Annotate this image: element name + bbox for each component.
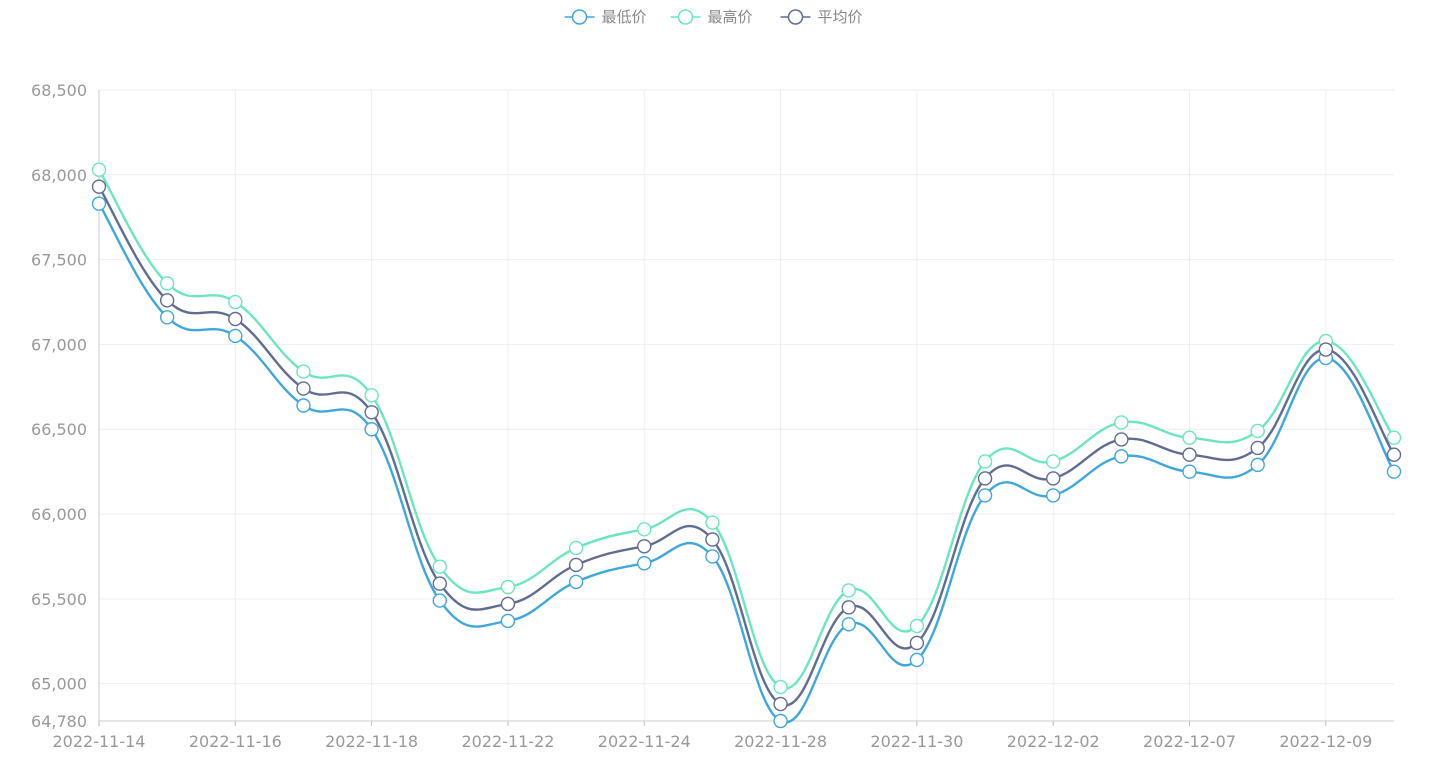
data-point[interactable] [1386, 464, 1402, 479]
data-point[interactable] [909, 635, 925, 651]
series-line [97, 203, 1396, 724]
data-point[interactable] [364, 388, 379, 403]
series-layer [91, 162, 1402, 729]
data-point[interactable] [1182, 447, 1197, 462]
data-point[interactable] [159, 276, 175, 291]
data-point[interactable] [637, 522, 652, 537]
series-line [97, 169, 1395, 690]
data-point[interactable] [1386, 430, 1402, 445]
legend-marker [787, 9, 804, 25]
data-point[interactable] [841, 583, 856, 598]
y-tick-label: 66,000 [31, 505, 87, 524]
x-tick-label: 2022-11-24 [598, 732, 691, 751]
legend-marker [677, 9, 694, 25]
y-tick-label: 68,000 [31, 166, 87, 185]
data-point[interactable] [977, 454, 993, 469]
data-point[interactable] [500, 613, 516, 629]
data-point[interactable] [568, 557, 584, 573]
y-tick-label: 64,780 [31, 712, 87, 731]
y-tick-label: 67,000 [31, 335, 87, 354]
data-point[interactable] [977, 488, 993, 503]
data-point[interactable] [432, 559, 447, 574]
y-tick-label: 66,500 [31, 420, 87, 439]
data-point[interactable] [1114, 449, 1129, 464]
data-point[interactable] [705, 549, 720, 564]
x-tick-label: 2022-11-18 [325, 732, 418, 751]
y-tick-label: 65,000 [31, 675, 87, 694]
data-point[interactable] [705, 532, 720, 547]
data-point[interactable] [296, 398, 311, 413]
x-tick-label: 2022-11-22 [461, 732, 554, 751]
series-line [97, 186, 1396, 707]
data-point[interactable] [1114, 432, 1129, 447]
data-point[interactable] [91, 179, 107, 194]
data-point[interactable] [909, 652, 925, 668]
legend-label: 平均价 [818, 8, 863, 26]
data-point[interactable] [773, 679, 788, 695]
data-point[interactable] [1250, 423, 1265, 439]
data-point[interactable] [500, 579, 516, 595]
data-point[interactable] [364, 405, 379, 420]
data-point[interactable] [841, 600, 856, 615]
data-point[interactable] [1046, 471, 1061, 486]
data-point[interactable] [91, 196, 107, 211]
y-tick-label: 67,500 [31, 251, 87, 270]
data-point[interactable] [91, 162, 107, 177]
data-point[interactable] [1250, 440, 1265, 456]
data-point[interactable] [1318, 342, 1334, 357]
x-tick-label: 2022-12-02 [1007, 732, 1100, 751]
x-tick-label: 2022-11-16 [189, 732, 282, 751]
series-3 [91, 179, 1402, 712]
axes: 64,780 65,000 65,500 66,000 66,500 67,000 67,5… [31, 81, 1394, 751]
x-tick-label: 2022-12-07 [1143, 732, 1236, 751]
data-point[interactable] [705, 515, 720, 530]
data-point[interactable] [1250, 457, 1265, 473]
data-point[interactable] [773, 713, 788, 729]
data-point[interactable] [228, 311, 243, 327]
legend-marker [571, 9, 588, 25]
data-point[interactable] [1182, 430, 1197, 445]
x-tick-label: 2022-11-14 [53, 732, 146, 751]
data-point[interactable] [296, 364, 311, 379]
data-point[interactable] [1046, 488, 1061, 503]
data-point[interactable] [432, 576, 447, 591]
x-tick-label: 2022-11-28 [734, 732, 827, 751]
legend-item-2[interactable]: 最高价 [670, 8, 753, 26]
data-point[interactable] [228, 294, 243, 310]
data-point[interactable] [364, 422, 379, 437]
data-point[interactable] [1386, 447, 1402, 462]
data-point[interactable] [977, 471, 993, 486]
data-point[interactable] [159, 310, 175, 325]
x-tick-label: 2022-12-09 [1279, 732, 1372, 751]
series-1 [91, 196, 1402, 729]
legend[interactable]: 最低价 最高价 平均价 [564, 8, 863, 26]
data-point[interactable] [1046, 454, 1061, 469]
y-tick-label: 65,500 [31, 590, 87, 609]
legend-item-1[interactable]: 最低价 [564, 8, 647, 26]
data-point[interactable] [568, 574, 584, 590]
data-point[interactable] [909, 618, 925, 634]
data-point[interactable] [637, 539, 652, 554]
data-point[interactable] [1182, 464, 1197, 479]
data-point[interactable] [432, 593, 447, 608]
data-point[interactable] [500, 596, 516, 612]
data-point[interactable] [568, 540, 584, 556]
data-point[interactable] [841, 617, 856, 632]
data-point[interactable] [773, 696, 788, 712]
data-point[interactable] [296, 381, 311, 396]
legend-item-3[interactable]: 平均价 [780, 8, 863, 26]
y-tick-label: 68,500 [31, 81, 87, 100]
data-point[interactable] [1114, 415, 1129, 430]
data-point[interactable] [228, 328, 243, 344]
data-point[interactable] [159, 293, 175, 308]
series-2 [91, 162, 1402, 695]
legend-label: 最高价 [708, 8, 753, 26]
legend-label: 最低价 [602, 8, 647, 26]
x-tick-label: 2022-11-30 [870, 732, 963, 751]
data-point[interactable] [637, 556, 652, 571]
